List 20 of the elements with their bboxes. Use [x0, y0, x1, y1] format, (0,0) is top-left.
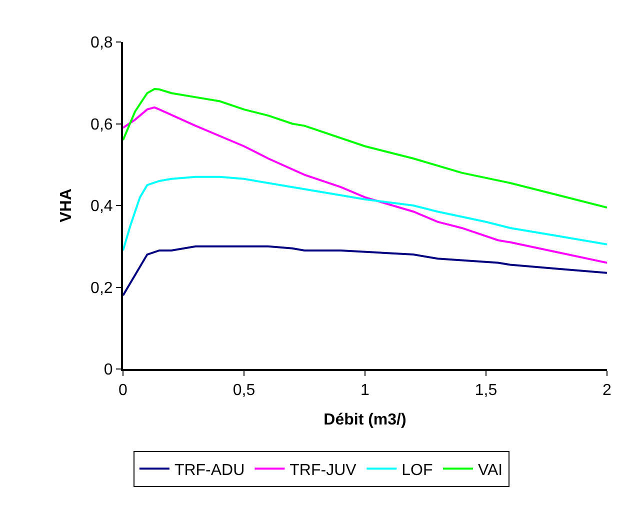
x-tick-label: 1,5 — [474, 382, 498, 400]
y-tick-label: 0,4 — [90, 198, 113, 216]
line-series — [123, 176, 607, 252]
legend-label: LOF — [402, 462, 433, 479]
legend-label: TRF-ADU — [174, 462, 245, 479]
line-series — [123, 245, 607, 296]
y-tick-label: 0,8 — [90, 34, 113, 52]
x-tick-label: 0,5 — [232, 382, 256, 400]
y-axis-title: VHA — [58, 188, 75, 222]
y-tick-label: 0,2 — [90, 280, 113, 297]
y-tick-label: 0 — [104, 362, 113, 379]
line-series — [123, 88, 607, 209]
x-axis-title: Débit (m3/) — [324, 411, 406, 428]
x-tick-label: 0 — [118, 382, 128, 400]
legend-label: VAI — [478, 462, 503, 479]
legend-label: TRF-JUV — [290, 462, 357, 479]
line-series — [123, 106, 607, 264]
x-tick-label: 1 — [360, 382, 370, 400]
x-tick-label: 2 — [602, 382, 612, 400]
y-tick-label: 0,6 — [90, 116, 113, 134]
